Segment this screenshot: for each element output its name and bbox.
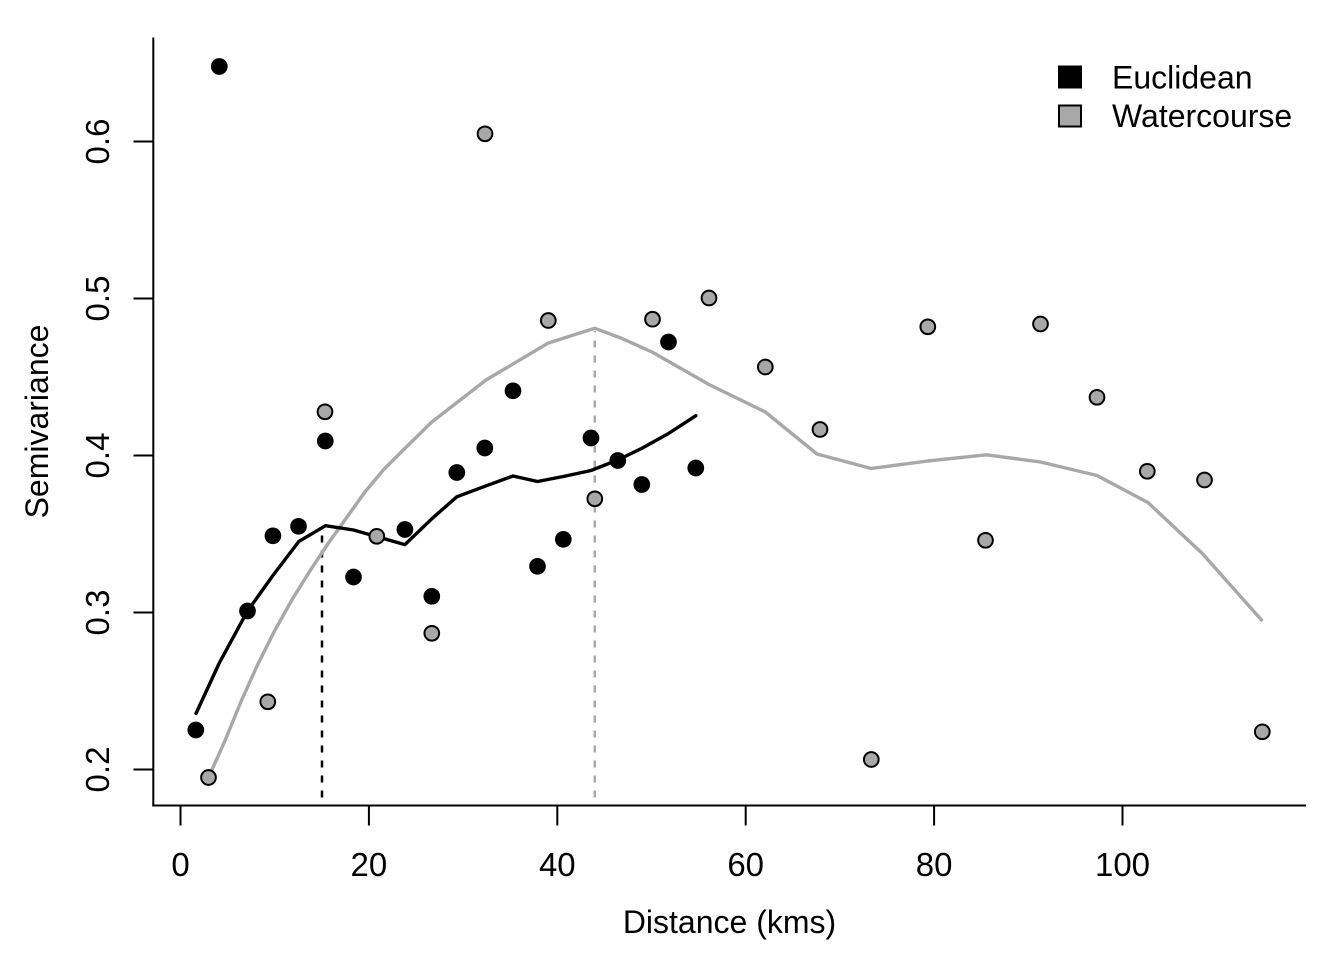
svg-text:Distance (kms): Distance (kms) [623,904,836,940]
svg-text:80: 80 [916,846,953,883]
svg-text:40: 40 [539,846,576,883]
svg-text:0.4: 0.4 [79,433,116,479]
svg-text:100: 100 [1095,846,1150,883]
svg-text:0.3: 0.3 [79,590,116,636]
svg-text:20: 20 [351,846,388,883]
svg-text:0.2: 0.2 [79,747,116,793]
svg-text:60: 60 [727,846,764,883]
svg-text:0: 0 [171,846,189,883]
svg-text:0.5: 0.5 [79,276,116,322]
svg-text:Semivariance: Semivariance [19,325,55,519]
svg-text:Euclidean: Euclidean [1112,60,1253,96]
svg-text:Watercourse: Watercourse [1112,98,1292,134]
svg-text:0.6: 0.6 [79,119,116,165]
